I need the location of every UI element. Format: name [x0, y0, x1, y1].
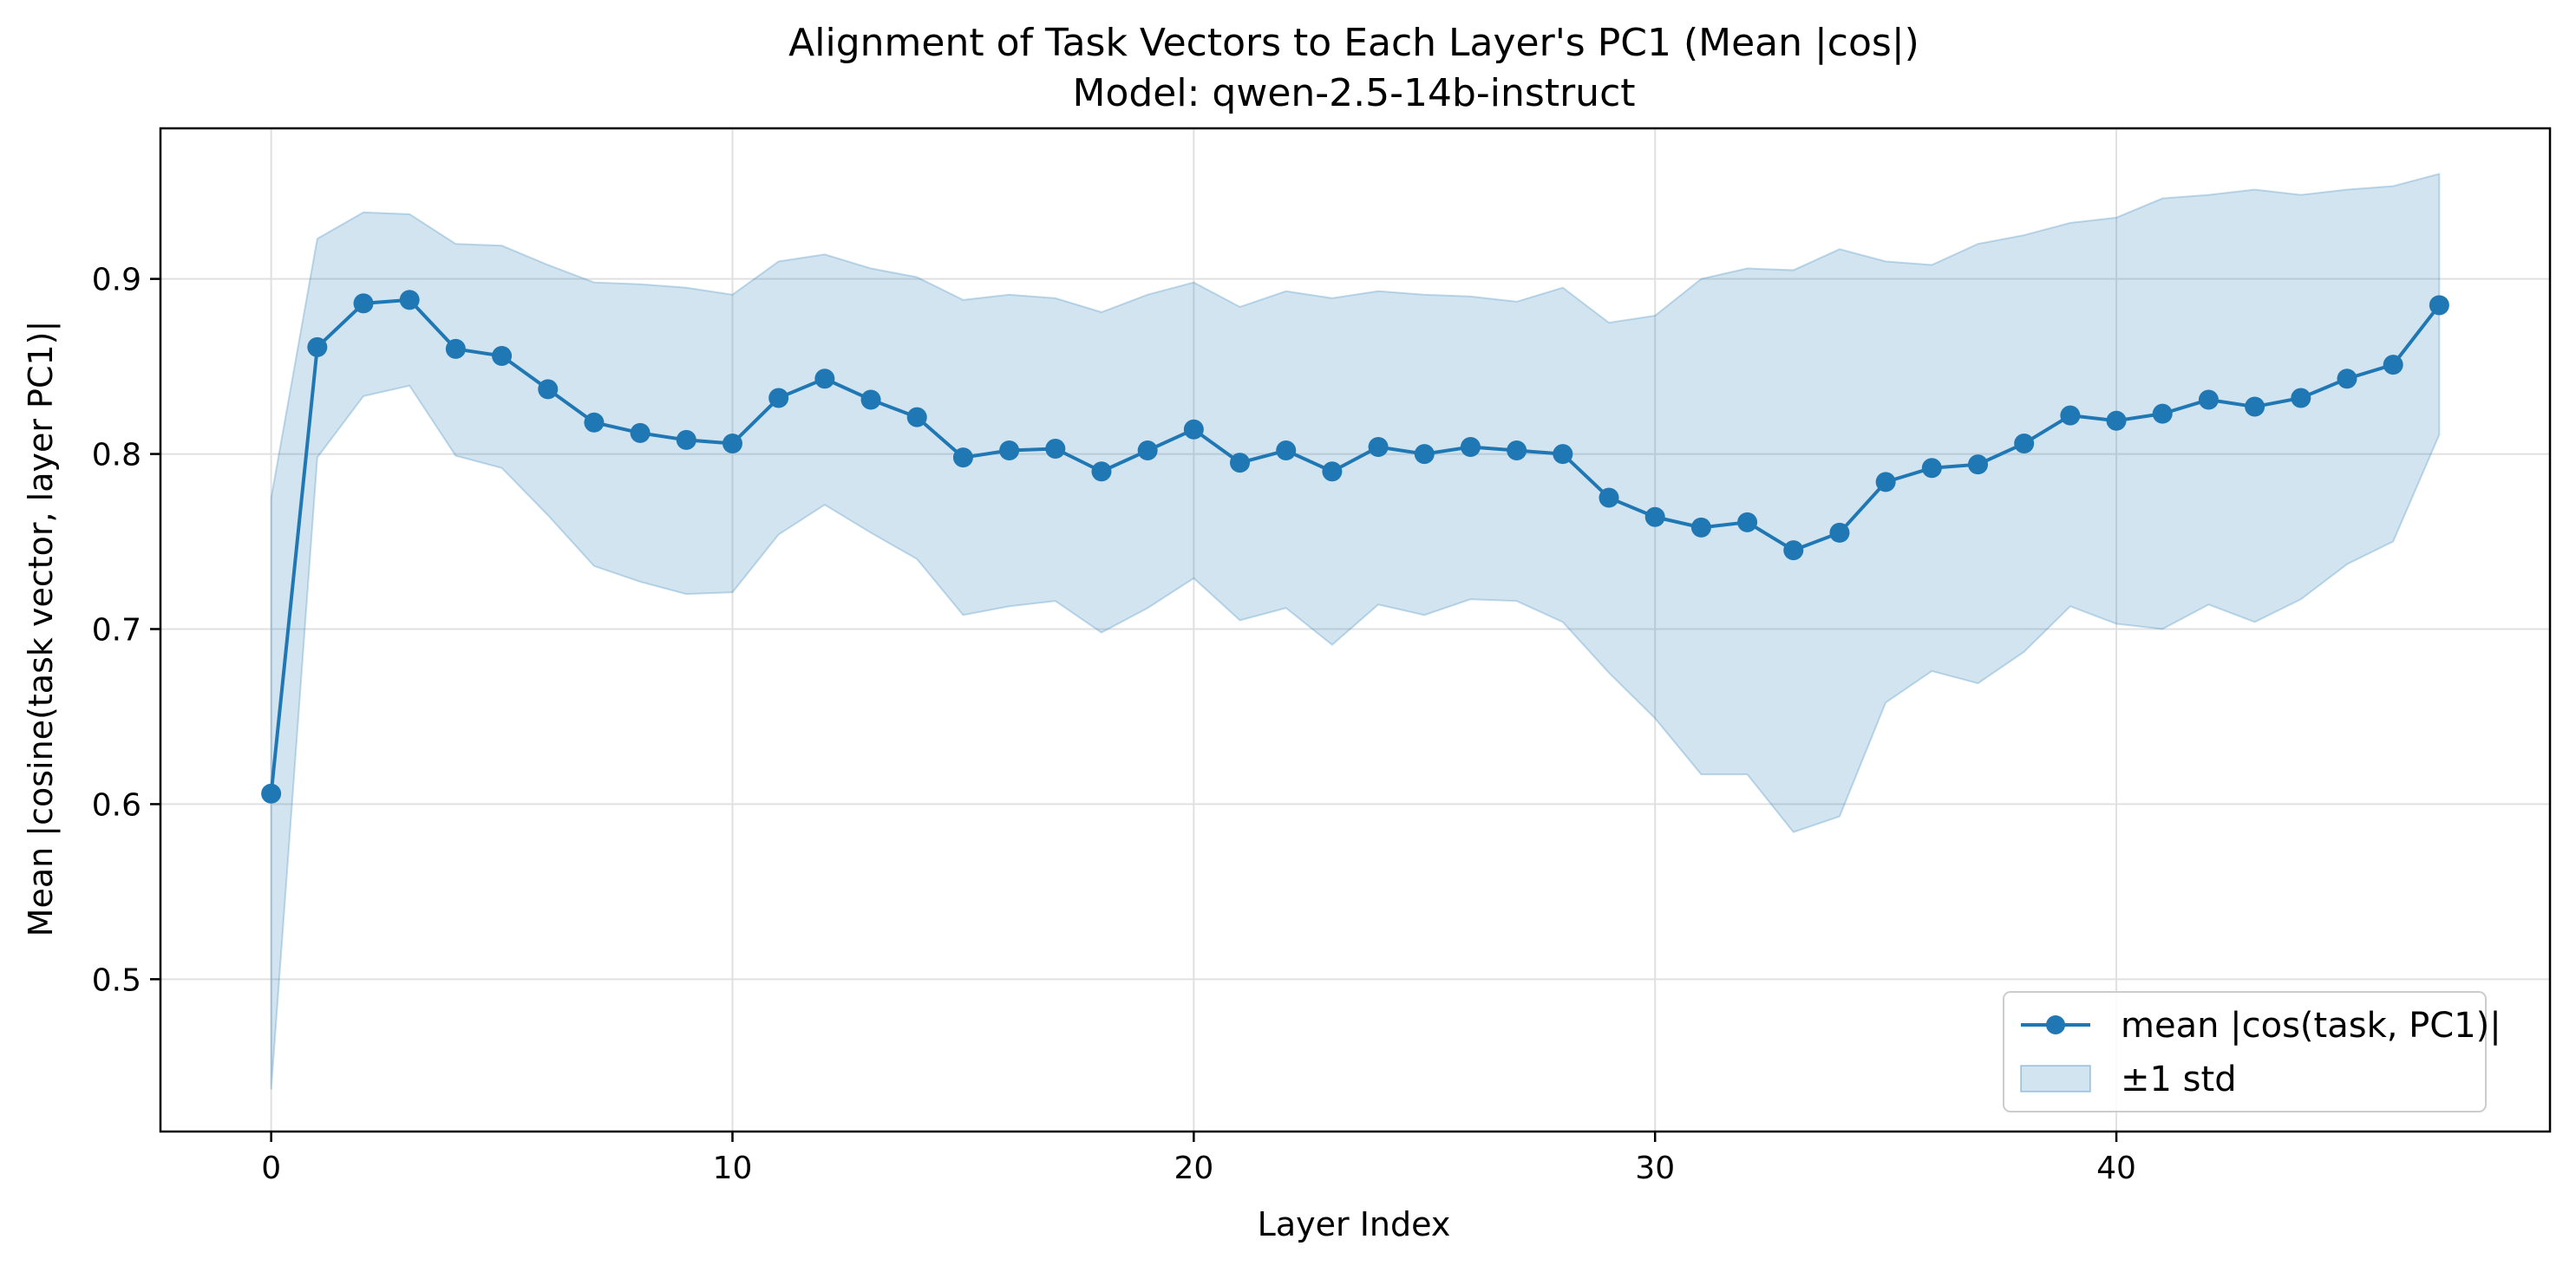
mean-point: [2429, 295, 2449, 316]
mean-point: [1091, 461, 1112, 482]
x-axis-label: Layer Index: [1258, 1205, 1451, 1243]
mean-point: [906, 407, 927, 427]
mean-point: [2337, 369, 2357, 389]
mean-point: [445, 338, 466, 359]
grid: [160, 128, 2550, 1132]
std-band-layer: [270, 173, 2441, 1090]
y-tick-label: 0.5: [92, 962, 141, 998]
mean-point: [353, 293, 374, 314]
mean-point: [1875, 472, 1896, 492]
mean-point: [2014, 433, 2035, 453]
legend-label-mean: mean |cos(task, PC1)|: [2121, 1006, 2501, 1046]
mean-point: [1507, 440, 1527, 461]
mean-point: [814, 369, 835, 389]
y-tick-label: 0.8: [92, 438, 141, 473]
mean-point: [307, 336, 328, 357]
mean-point: [2060, 405, 2081, 426]
mean-point: [2198, 389, 2219, 410]
mean-point: [722, 433, 742, 453]
x-tick-label: 30: [1635, 1151, 1675, 1186]
mean-markers-layer: [261, 290, 2449, 804]
x-tick-label: 40: [2096, 1151, 2136, 1186]
mean-point: [768, 388, 789, 408]
x-axis-ticks: 0 10 20 30 40: [261, 1132, 2136, 1186]
mean-point: [2245, 396, 2265, 417]
x-tick-label: 10: [713, 1151, 753, 1186]
legend: mean |cos(task, PC1)| ±1 std: [2003, 991, 2501, 1112]
mean-point: [2152, 403, 2173, 424]
mean-point: [2383, 355, 2403, 375]
legend-box: [2003, 991, 2487, 1112]
chart-subtitle: Model: qwen-2.5-14b-instruct: [1072, 71, 1635, 115]
mean-point: [1414, 444, 1435, 465]
mean-point: [1644, 506, 1665, 527]
mean-point: [1460, 436, 1481, 457]
mean-point: [538, 379, 559, 400]
mean-point: [860, 389, 881, 410]
mean-point: [1553, 444, 1573, 465]
mean-point: [1968, 454, 1989, 475]
x-tick-label: 0: [261, 1151, 281, 1186]
mean-point: [952, 447, 973, 468]
mean-point: [1137, 440, 1158, 461]
mean-point: [1829, 522, 1850, 543]
mean-point: [1322, 461, 1343, 482]
mean-point: [1183, 419, 1204, 440]
mean-point: [630, 422, 651, 443]
mean-point: [1599, 487, 1619, 508]
mean-point: [492, 345, 513, 366]
chart-title: Alignment of Task Vectors to Each Layer'…: [788, 21, 1919, 65]
mean-point: [999, 440, 1020, 461]
y-tick-label: 0.9: [92, 263, 141, 298]
y-tick-label: 0.6: [92, 787, 141, 823]
mean-point: [1230, 453, 1251, 473]
y-axis-label: Mean |cosine(task vector, layer PC1)|: [22, 321, 61, 937]
y-axis-ticks: 0.5 0.6 0.7 0.8 0.9: [92, 263, 160, 998]
mean-point: [1276, 440, 1297, 461]
legend-label-std: ±1 std: [2121, 1060, 2237, 1099]
legend-marker-swatch: [2046, 1015, 2065, 1034]
mean-point: [1737, 512, 1758, 532]
mean-point: [261, 783, 282, 804]
mean-point: [1783, 540, 1804, 561]
x-tick-label: 20: [1174, 1151, 1213, 1186]
mean-point: [584, 412, 605, 433]
mean-point: [1368, 436, 1389, 457]
mean-point: [676, 429, 696, 450]
std-band: [270, 173, 2441, 1090]
legend-band-swatch: [2020, 1065, 2091, 1093]
mean-point: [1921, 458, 1942, 479]
y-tick-label: 0.7: [92, 612, 141, 648]
mean-point: [1690, 517, 1711, 538]
mean-point: [399, 290, 420, 310]
mean-point: [2291, 388, 2311, 408]
mean-point: [2106, 410, 2127, 431]
mean-point: [1045, 439, 1066, 460]
